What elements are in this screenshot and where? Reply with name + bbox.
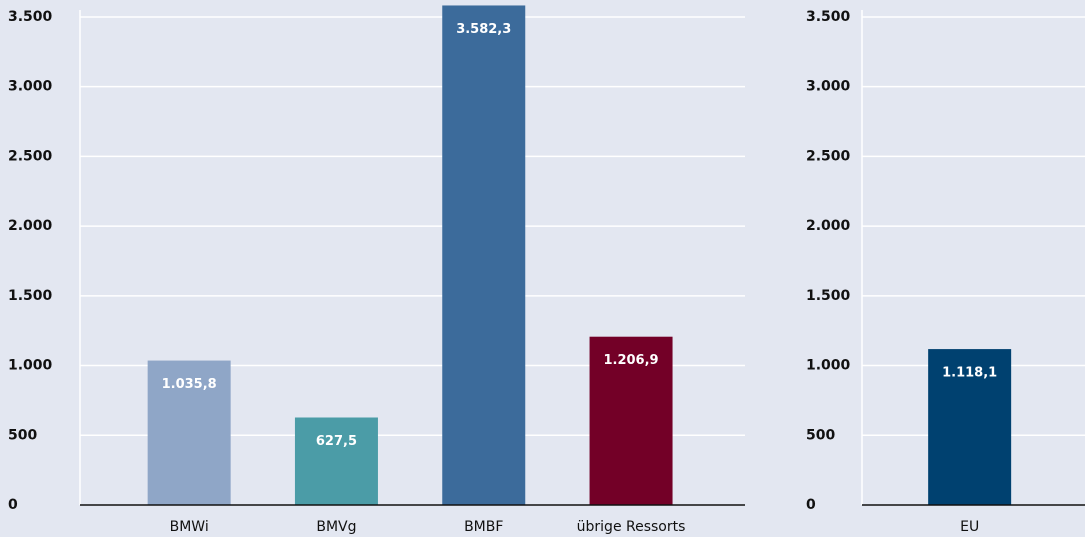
value-label: 3.582,3 [456,22,511,37]
y-tick-label: 0 [806,497,816,513]
y-tick-label: 500 [806,427,835,443]
x-tick-label: EU [960,519,979,535]
y-tick-label: 3.000 [806,79,851,95]
y-tick-label: 2.000 [8,218,53,234]
x-tick-label: BMBF [464,519,503,535]
value-label: 1.118,1 [942,366,997,381]
bar [442,5,526,505]
y-tick-label: 2.500 [8,148,53,164]
value-label: 1.206,9 [603,353,658,368]
bar [147,360,231,505]
y-tick-label: 2.000 [806,218,851,234]
y-tick-label: 3.500 [8,9,53,25]
y-tick-label: 1.000 [8,358,53,374]
value-label: 627,5 [316,434,357,449]
y-tick-label: 1.500 [8,288,53,304]
bar [294,417,378,505]
x-tick-label: übrige Ressorts [577,519,686,535]
x-tick-label: BMWi [170,519,209,535]
bar [928,349,1012,505]
value-label: 1.035,8 [162,377,217,392]
x-tick-label: BMVg [316,519,356,535]
bar [589,336,673,505]
y-tick-label: 2.500 [806,148,851,164]
y-tick-label: 1.500 [806,288,851,304]
y-tick-label: 1.000 [806,358,851,374]
y-tick-label: 0 [8,497,18,513]
y-tick-label: 3.500 [806,9,851,25]
y-tick-label: 3.000 [8,79,53,95]
y-tick-label: 500 [8,427,37,443]
